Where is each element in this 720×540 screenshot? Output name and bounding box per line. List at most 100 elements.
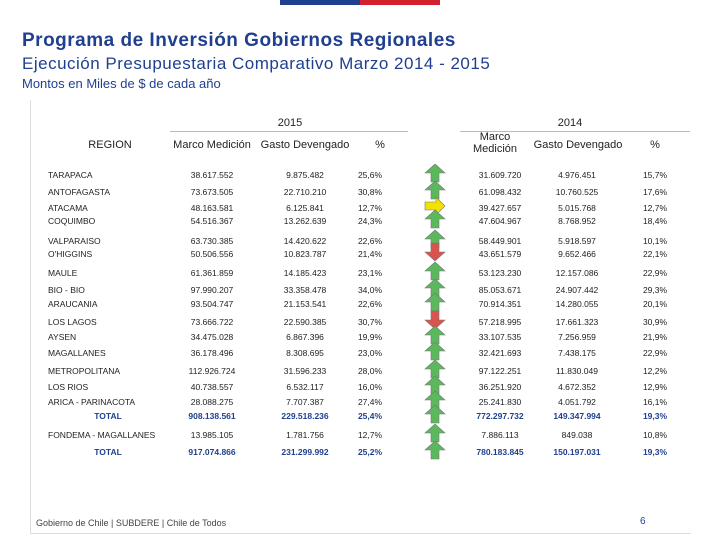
arrow-shape bbox=[424, 209, 446, 229]
column-header: Marco Medición bbox=[472, 131, 518, 155]
cell: 4.051.792 bbox=[558, 397, 596, 407]
cell: 85.053.671 bbox=[478, 285, 522, 295]
cell: 33.358.478 bbox=[283, 285, 327, 295]
cell: 32.421.693 bbox=[478, 348, 522, 358]
cell: 43.651.579 bbox=[478, 249, 522, 259]
cell: 28,0% bbox=[357, 366, 383, 376]
cell: 27,4% bbox=[357, 397, 383, 407]
cell: 97.122.251 bbox=[478, 366, 522, 376]
cell: 14.420.622 bbox=[283, 236, 327, 246]
cell: 8.768.952 bbox=[558, 216, 596, 226]
cell: 7.886.113 bbox=[481, 430, 519, 440]
arrow-shape bbox=[424, 440, 446, 460]
region: TARAPACA bbox=[48, 170, 93, 180]
cell: 9.652.466 bbox=[558, 249, 596, 259]
cell: 16,0% bbox=[357, 382, 383, 392]
cell: 7.707.387 bbox=[286, 397, 324, 407]
cell: 7.256.959 bbox=[558, 332, 596, 342]
cell: 849.038 bbox=[561, 430, 593, 440]
region: FONDEMA - MAGALLANES bbox=[48, 430, 156, 440]
cell: 54.516.367 bbox=[190, 216, 234, 226]
cell: 53.123.230 bbox=[478, 268, 522, 278]
cell: 13.985.105 bbox=[190, 430, 234, 440]
cell: 73.673.505 bbox=[190, 187, 234, 197]
column-header: Marco Medición bbox=[173, 139, 251, 151]
cell: 34,0% bbox=[357, 285, 383, 295]
cell: 11.830.049 bbox=[556, 366, 598, 376]
cell: 10,1% bbox=[642, 236, 668, 246]
cell: 112.926.724 bbox=[188, 366, 236, 376]
region: ARICA - PARINACOTA bbox=[48, 397, 136, 407]
cell: 10.823.787 bbox=[283, 249, 327, 259]
cell: 6.867.396 bbox=[286, 332, 324, 342]
cell: 13.262.639 bbox=[283, 216, 327, 226]
cell: 30,9% bbox=[642, 317, 668, 327]
trend-arrow bbox=[424, 242, 446, 262]
cell: 12,9% bbox=[642, 382, 668, 392]
cell: 24.907.442 bbox=[555, 285, 599, 295]
cell: 39.427.657 bbox=[478, 203, 522, 213]
cell: 231.299.992 bbox=[281, 447, 329, 457]
cell: 25,2% bbox=[357, 447, 383, 457]
cell: 73.666.722 bbox=[190, 317, 234, 327]
region: O'HIGGINS bbox=[48, 249, 93, 259]
cell: 36.178.496 bbox=[190, 348, 234, 358]
cell: 48.163.581 bbox=[190, 203, 234, 213]
cell: 40.738.557 bbox=[190, 382, 234, 392]
cell: 10.760.525 bbox=[555, 187, 599, 197]
cell: 70.914.351 bbox=[478, 299, 522, 309]
cell: 19,3% bbox=[642, 447, 668, 457]
cell: 61.361.859 bbox=[190, 268, 234, 278]
cell: 22.590.385 bbox=[283, 317, 327, 327]
cell: 917.074.866 bbox=[188, 447, 236, 457]
cell: 14.185.423 bbox=[283, 268, 327, 278]
frame bbox=[30, 100, 691, 534]
cell: 31.609.720 bbox=[478, 170, 522, 180]
trend-arrow bbox=[424, 180, 446, 200]
cell: 22,6% bbox=[357, 299, 383, 309]
cell: 12,7% bbox=[357, 203, 383, 213]
cell: 22,6% bbox=[357, 236, 383, 246]
cell: 21,9% bbox=[642, 332, 668, 342]
cell: 12.157.086 bbox=[555, 268, 599, 278]
cell: 63.730.385 bbox=[190, 236, 234, 246]
stripe-blue bbox=[280, 0, 360, 5]
header-line bbox=[170, 131, 408, 132]
trend-arrow bbox=[424, 404, 446, 424]
cell: 14.280.055 bbox=[555, 299, 599, 309]
cell: 36.251.920 bbox=[478, 382, 522, 392]
cell: 29,3% bbox=[642, 285, 668, 295]
column-header: Gasto Devengado bbox=[533, 139, 623, 151]
cell: 25.241.830 bbox=[478, 397, 522, 407]
cell: 4.976.451 bbox=[558, 170, 596, 180]
trend-arrow bbox=[424, 292, 446, 312]
cell: 19,9% bbox=[357, 332, 383, 342]
cell: 5.015.768 bbox=[558, 203, 596, 213]
region: ARAUCANIA bbox=[48, 299, 98, 309]
region: MAGALLANES bbox=[48, 348, 106, 358]
cell: 6.532.117 bbox=[286, 382, 324, 392]
cell: 28.088.275 bbox=[190, 397, 234, 407]
cell: 50.506.556 bbox=[190, 249, 234, 259]
region: COQUIMBO bbox=[48, 216, 96, 226]
cell: 908.138.561 bbox=[188, 411, 236, 421]
cell: 30,7% bbox=[357, 317, 383, 327]
column-header: % bbox=[650, 139, 660, 151]
cell: 30,8% bbox=[357, 187, 383, 197]
cell: 47.604.967 bbox=[478, 216, 522, 226]
cell: 18,4% bbox=[642, 216, 668, 226]
arrow-shape bbox=[424, 242, 446, 262]
cell: 58.449.901 bbox=[478, 236, 522, 246]
cell: 8.308.695 bbox=[286, 348, 324, 358]
cell: 16,1% bbox=[642, 397, 668, 407]
title: Programa de Inversión Gobiernos Regional… bbox=[22, 30, 456, 51]
cell: 23,0% bbox=[357, 348, 383, 358]
cell: 229.518.236 bbox=[281, 411, 329, 421]
cell: 22,9% bbox=[642, 268, 668, 278]
region: TOTAL bbox=[94, 411, 122, 421]
cell: 97.990.207 bbox=[190, 285, 234, 295]
cell: 17,6% bbox=[642, 187, 668, 197]
subtitle: Ejecución Presupuestaria Comparativo Mar… bbox=[22, 54, 491, 73]
region: MAULE bbox=[48, 268, 78, 278]
